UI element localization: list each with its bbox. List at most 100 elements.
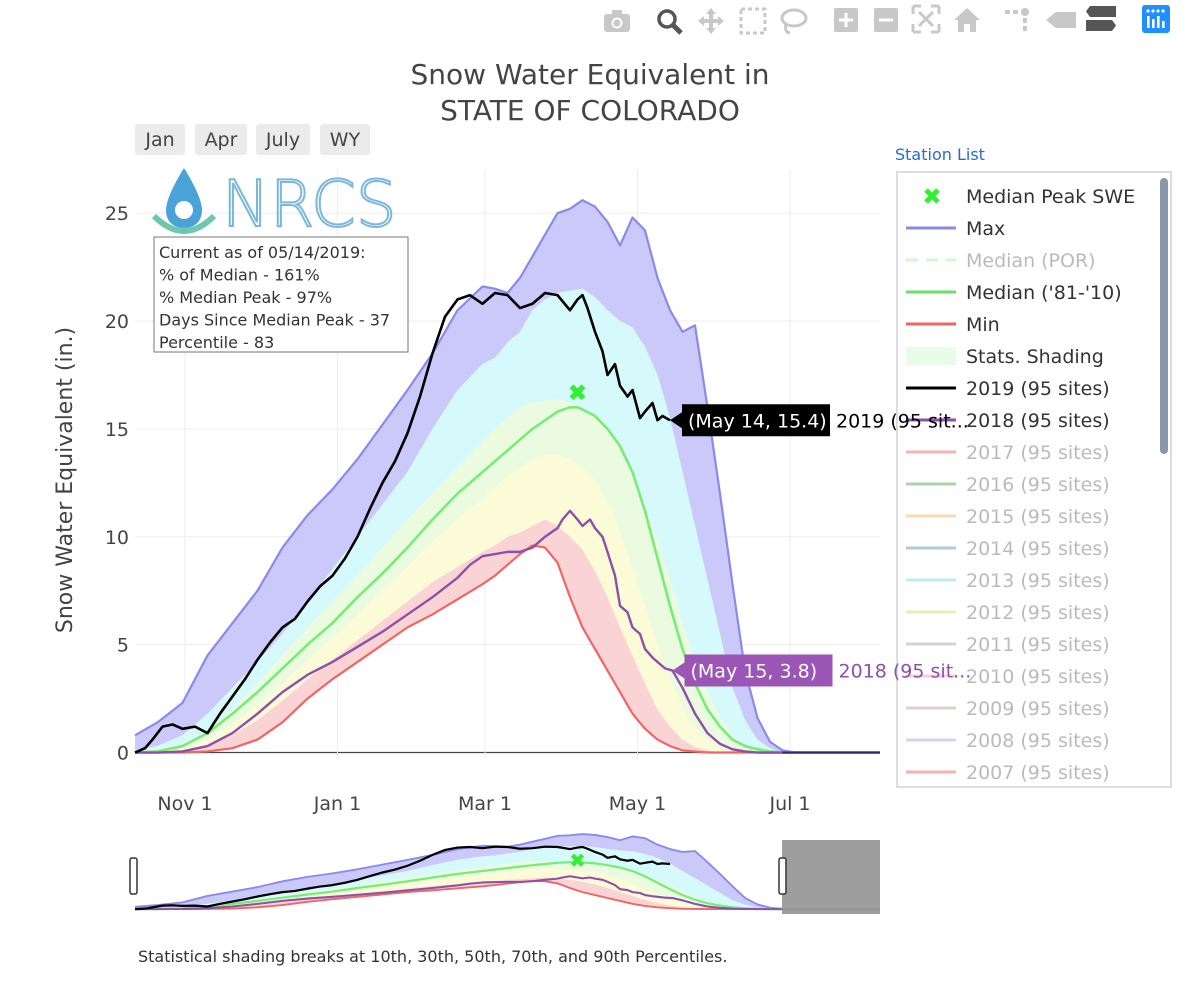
- zoom-in-icon[interactable]: [834, 8, 858, 32]
- legend-label: Stats. Shading: [966, 346, 1104, 368]
- hover-label: (May 15, 3.8) 2018 (95 sit...: [672, 654, 971, 687]
- legend-item[interactable]: 2013 (95 sites): [906, 570, 1110, 592]
- range-button-label: Jan: [144, 129, 174, 151]
- range-button-july[interactable]: July: [256, 124, 310, 155]
- hover-box: [670, 404, 830, 437]
- box-select-icon[interactable]: [739, 7, 767, 35]
- legend-label: Min: [966, 314, 1000, 336]
- band-50-30: [135, 454, 880, 753]
- legend-item[interactable]: 2014 (95 sites): [906, 538, 1110, 560]
- legend-item[interactable]: Stats. Shading: [906, 346, 1104, 368]
- mini-band-90-70: [135, 846, 880, 910]
- chart-title-line-1: Snow Water Equivalent in: [411, 58, 770, 91]
- legend-label: 2013 (95 sites): [966, 570, 1110, 592]
- legend-label: Median (POR): [966, 250, 1096, 272]
- range-button-wy[interactable]: WY: [320, 124, 370, 155]
- info-line: Current as of 05/14/2019:: [159, 243, 366, 262]
- lasso-select-icon[interactable]: [780, 8, 808, 35]
- legend-label: 2015 (95 sites): [966, 506, 1110, 528]
- zoom-icon[interactable]: [657, 9, 683, 35]
- legend-label: Median Peak SWE: [966, 186, 1135, 208]
- x-tick-label: Jul 1: [768, 793, 810, 815]
- y-tick-label: 25: [105, 203, 129, 225]
- mini-band-max-90: [135, 834, 880, 910]
- chart-title-line-2: STATE OF COLORADO: [440, 94, 740, 127]
- spike-lines-icon[interactable]: [1005, 8, 1029, 31]
- legend-label: 2007 (95 sites): [966, 762, 1110, 784]
- hover-value: (May 15, 3.8): [691, 661, 818, 683]
- mini-series-2018-line: [135, 875, 880, 911]
- y-tick-label: 5: [117, 635, 129, 657]
- info-line: % Median Peak - 97%: [159, 288, 332, 307]
- legend-scrollbar[interactable]: [1160, 178, 1168, 454]
- reset-axes-icon[interactable]: [954, 8, 980, 32]
- mini-series-2019-line: [134, 845, 671, 911]
- info-line: Days Since Median Peak - 37: [159, 311, 390, 330]
- legend-item[interactable]: 2019 (95 sites): [906, 378, 1110, 400]
- legend-label: 2016 (95 sites): [966, 474, 1110, 496]
- hover-trace-name: 2019 (95 sit...: [836, 410, 969, 432]
- legend-label: 2012 (95 sites): [966, 602, 1110, 624]
- water-drop-icon: [166, 168, 202, 228]
- legend-label: 2018 (95 sites): [966, 410, 1110, 432]
- range-slider-left-handle[interactable]: [129, 857, 138, 895]
- pan-icon[interactable]: [698, 8, 724, 34]
- legend-label: 2014 (95 sites): [966, 538, 1110, 560]
- range-button-label: WY: [330, 129, 361, 151]
- y-tick-label: 15: [105, 419, 129, 441]
- hover-compare-icon[interactable]: [1086, 6, 1116, 31]
- plotly-logo-icon[interactable]: [1142, 5, 1170, 33]
- legend-item[interactable]: 2008 (95 sites): [906, 730, 1110, 752]
- range-slider-outside-mask: [782, 840, 880, 914]
- legend-label: 2008 (95 sites): [966, 730, 1110, 752]
- legend-item[interactable]: 2015 (95 sites): [906, 506, 1110, 528]
- logo-text: NRCS: [222, 168, 396, 242]
- band-90-70: [135, 288, 880, 753]
- hover-closest-icon[interactable]: [1046, 12, 1076, 28]
- legend: Median Peak SWE Max Median (POR) Median ('8…: [896, 171, 1172, 788]
- hover-labels: (May 14, 15.4) 2019 (95 sit... (May 15, 3.…: [670, 404, 971, 687]
- autoscale-icon[interactable]: [911, 4, 941, 34]
- legend-item[interactable]: 2017 (95 sites): [906, 442, 1110, 464]
- info-line: % of Median - 161%: [159, 266, 320, 285]
- legend-item[interactable]: 2007 (95 sites): [906, 762, 1110, 784]
- legend-item[interactable]: 2016 (95 sites): [906, 474, 1110, 496]
- legend-item[interactable]: 2009 (95 sites): [906, 698, 1110, 720]
- legend-item[interactable]: Median (POR): [906, 250, 1096, 272]
- hover-value: (May 14, 15.4): [688, 410, 827, 432]
- legend-label: 2017 (95 sites): [966, 442, 1110, 464]
- x-tick-label: Nov 1: [157, 793, 212, 815]
- footnote: Statistical shading breaks at 10th, 30th…: [138, 947, 728, 966]
- mini-max-line: [134, 833, 880, 911]
- range-button-jan[interactable]: Jan: [135, 124, 185, 155]
- legend-label: 2019 (95 sites): [966, 378, 1110, 400]
- median-peak-marker[interactable]: [569, 384, 586, 401]
- y-tick-label: 0: [117, 743, 129, 765]
- legend-item[interactable]: Median Peak SWE: [924, 186, 1135, 208]
- legend-item[interactable]: Min: [906, 314, 1000, 336]
- station-list-link[interactable]: Station List: [895, 145, 985, 164]
- legend-item[interactable]: Median ('81-'10): [906, 282, 1122, 304]
- legend-item[interactable]: 2010 (95 sites): [906, 666, 1110, 688]
- median-line: [134, 406, 880, 754]
- legend-label: Median ('81-'10): [966, 282, 1122, 304]
- modebar: [604, 4, 1170, 35]
- series-lines: [134, 199, 880, 754]
- camera-icon[interactable]: [604, 10, 630, 32]
- legend-item[interactable]: Max: [906, 218, 1005, 240]
- legend-label: Max: [966, 218, 1005, 240]
- zoom-out-icon[interactable]: [874, 8, 898, 32]
- range-selector: Jan Apr July WY: [135, 124, 370, 155]
- legend-item[interactable]: 2011 (95 sites): [906, 634, 1110, 656]
- y-tick-label: 20: [105, 311, 129, 333]
- range-slider-right-handle[interactable]: [778, 857, 787, 895]
- series-2018-line: [135, 509, 880, 754]
- mini-median-peak-marker[interactable]: [570, 853, 585, 867]
- legend-item[interactable]: 2012 (95 sites): [906, 602, 1110, 624]
- legend-item[interactable]: 2018 (95 sites): [906, 410, 1110, 432]
- legend-label: 2009 (95 sites): [966, 698, 1110, 720]
- hover-box: [672, 654, 833, 687]
- range-button-apr[interactable]: Apr: [195, 124, 247, 155]
- range-slider[interactable]: [129, 833, 880, 914]
- y-axis-label: Snow Water Equivalent (in.): [53, 327, 78, 633]
